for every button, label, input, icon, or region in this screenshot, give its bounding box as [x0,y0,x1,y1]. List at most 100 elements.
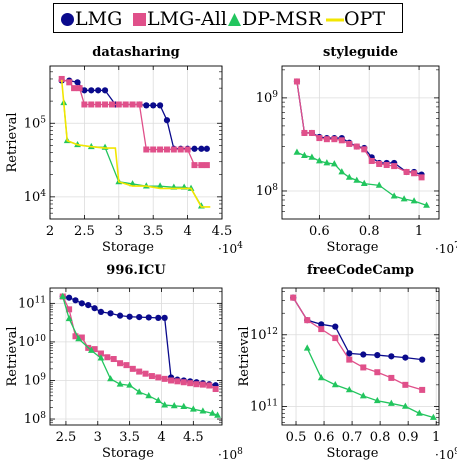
x-tick-label: 4 [157,430,165,445]
series-opt [60,79,211,208]
y-tick-exponent: 8 [40,411,46,421]
data-point [163,146,170,153]
data-point [376,160,383,167]
x-axis-label: Storage [327,240,379,255]
y-tick-exponent: 12 [267,327,278,337]
series-line [296,151,427,207]
data-point [78,300,85,307]
data-point [301,151,308,158]
y-tick-exponent: 11 [267,398,278,408]
data-point [75,335,83,342]
x-tick-label: 2 [46,224,54,239]
y-tick-base: 10 [250,399,267,414]
data-point [136,101,143,108]
x-tick-label: 0.8 [370,430,391,445]
y-tick-base: 10 [256,184,273,199]
y-tick-exponent: 10 [35,334,47,344]
x-tick-label: 1 [415,224,423,239]
data-point [116,380,124,387]
y-tick-exponent: 9 [272,90,278,100]
data-point [155,314,162,321]
data-point [161,375,168,382]
data-point [136,313,143,321]
data-point [361,146,368,153]
data-point [198,162,205,169]
data-point [157,146,164,153]
data-point [383,162,390,169]
data-point [95,101,102,108]
data-point [301,129,308,136]
data-point [145,314,152,321]
y-tick-base: 10 [24,412,41,427]
data-point [117,360,124,367]
multiplier-base: ·10 [218,448,237,462]
data-point [303,344,311,351]
data-point [102,101,109,108]
chart-title: freeCodeCamp [307,263,414,278]
x-tick-label: 0.6 [314,430,335,445]
data-point [199,407,207,414]
y-tick-exponent: 8 [272,183,278,193]
data-point [184,146,191,153]
multiplier-exponent: 9 [454,447,457,457]
data-point [91,305,98,312]
data-point [359,392,367,399]
data-point [423,201,430,208]
legend-label: LMG-All [147,8,227,30]
data-point [145,392,153,399]
x-tick-label: 4.5 [212,224,233,239]
y-tick-label: 1010 [18,334,46,350]
multiplier-base: ·10 [435,242,454,256]
y-tick-base: 10 [256,91,273,106]
legend-item-dp-msr: DP-MSR [227,8,322,30]
data-point [72,297,79,304]
data-point [129,365,136,372]
data-point [155,374,162,381]
y-tick-label: 1011 [18,295,46,311]
plot-frame [281,65,440,220]
x-tick-label: 4 [183,224,191,239]
data-point [193,381,200,388]
data-point [126,313,133,320]
data-point [206,382,213,389]
data-point [191,162,198,169]
y-tick-label: 104 [24,189,47,205]
data-point [66,79,73,86]
legend-line-icon [326,18,344,22]
series-line [306,347,434,419]
legend-item-lmg: LMG [60,8,122,30]
data-point [429,413,437,420]
data-point [88,346,95,353]
data-point [88,101,95,108]
plot-frame [281,287,440,426]
data-point [402,381,409,388]
x-axis-multiplier: ·104 [218,241,243,256]
data-point [419,356,426,363]
series-dp-msr [303,344,437,420]
series-line [292,297,423,391]
data-point [126,381,134,388]
series-lmg [290,294,426,363]
x-tick-label: 3 [94,430,102,445]
data-point [418,174,425,181]
x-tick-label: 2.5 [74,224,95,239]
data-point [212,386,219,393]
data-point [72,333,79,340]
data-point [74,79,81,86]
multiplier-base: ·10 [218,242,237,256]
data-point [304,317,311,324]
x-axis-label: Storage [327,446,379,461]
data-point [390,192,398,199]
data-point [374,352,381,359]
x-tick-label: 0.6 [309,224,330,239]
chart-title: datasharing [92,45,179,60]
y-tick-label: 1012 [250,327,278,343]
data-point [191,145,198,152]
data-point [345,173,353,180]
data-point [353,176,361,183]
data-point [107,310,114,317]
